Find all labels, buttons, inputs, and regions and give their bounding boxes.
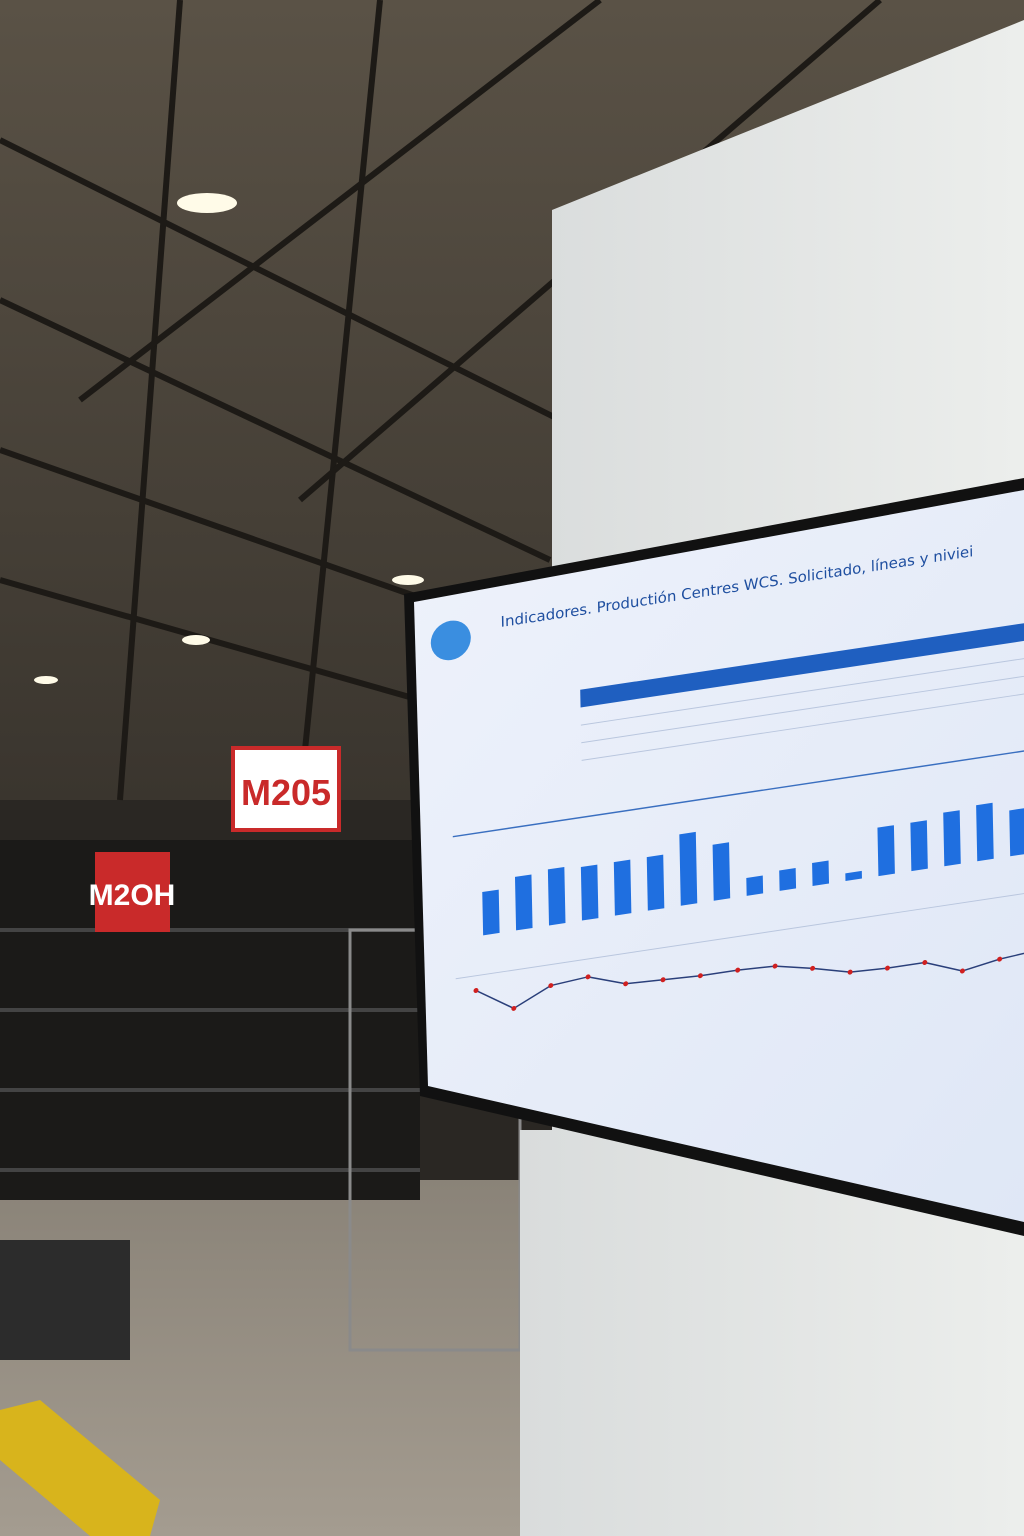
line-point (473, 988, 479, 993)
bar (1009, 807, 1024, 857)
line-point (884, 965, 890, 971)
trusses (0, 0, 882, 801)
bar (482, 889, 500, 936)
line-point (585, 974, 591, 980)
lamp (34, 676, 58, 684)
line-point (548, 983, 554, 989)
table-rows (580, 654, 1024, 761)
bar (613, 859, 632, 916)
bar (845, 870, 862, 882)
divider (455, 889, 1024, 980)
line-point (735, 967, 741, 973)
bar (943, 810, 961, 867)
bar (547, 866, 566, 926)
bar (812, 860, 830, 886)
bar (910, 820, 928, 872)
line-point (959, 968, 965, 974)
line-point (772, 963, 778, 969)
line (475, 949, 1024, 1010)
sign-board (231, 746, 341, 832)
bar (646, 854, 665, 911)
line-point (847, 969, 853, 975)
sign-text: M205 (241, 772, 331, 813)
bar (976, 802, 994, 862)
conveyor (0, 1240, 130, 1360)
lamp (392, 575, 424, 585)
bar (580, 864, 599, 921)
bar (514, 874, 533, 931)
line-point (922, 960, 928, 965)
barrier (0, 1400, 160, 1536)
line-point (997, 956, 1003, 962)
bar (877, 825, 895, 877)
logo (430, 620, 471, 661)
shelving (0, 840, 420, 1200)
line-point (697, 973, 703, 979)
bar (746, 875, 764, 896)
line-point (623, 981, 629, 987)
line-point (660, 977, 666, 983)
sign-board (95, 852, 170, 932)
lamp (177, 193, 237, 213)
bar (712, 842, 731, 901)
bar (679, 831, 698, 906)
table-header (580, 619, 1024, 708)
divider (452, 747, 1024, 838)
bar (779, 868, 797, 891)
lamp (182, 635, 210, 645)
sign-text: M2OH (89, 879, 176, 912)
line-point (511, 1005, 517, 1011)
line-point (810, 965, 816, 971)
